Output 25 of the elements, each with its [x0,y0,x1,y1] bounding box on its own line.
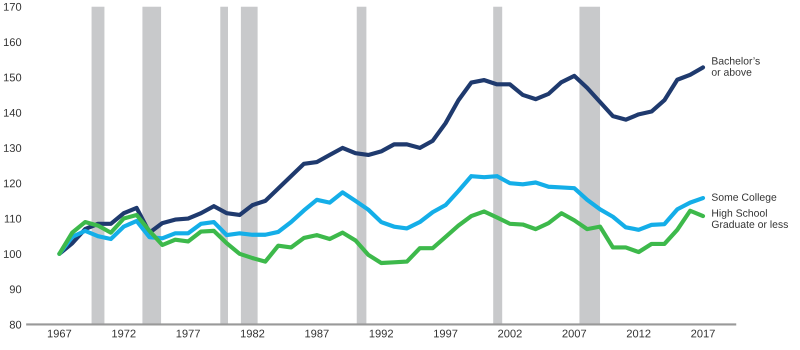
series-label: Some College [712,193,776,203]
x-tick-label: 2017 [691,330,715,338]
y-tick-label: 120 [4,179,22,188]
line-series [57,208,706,266]
series-label: High School Graduate or less [712,209,788,228]
y-tick-label: 100 [4,250,22,258]
x-tick-label: 2007 [562,330,586,338]
series-label: Bachelor’s or above [712,56,760,76]
y-tick-label: 160 [4,38,22,46]
x-tick-label: 1982 [240,330,264,338]
y-tick-label: 150 [4,74,22,82]
x-tick-label: 1977 [176,330,200,338]
y-tick-label: 170 [4,2,22,11]
x-tick-label: 2002 [498,330,522,338]
x-tick-label: 1992 [370,330,393,338]
x-tick-label: 2012 [626,330,650,338]
x-tick-label: 1997 [434,330,458,338]
y-tick-label: 140 [4,108,22,117]
x-tick-label: 1967 [48,330,72,338]
x-tick-label: 1987 [305,330,329,338]
y-tick-label: 90 [10,285,22,294]
y-tick-label: 130 [4,144,22,152]
x-tick-label: 1972 [112,330,136,338]
y-tick-label: 110 [4,214,22,223]
y-tick-label: 80 [10,320,22,329]
